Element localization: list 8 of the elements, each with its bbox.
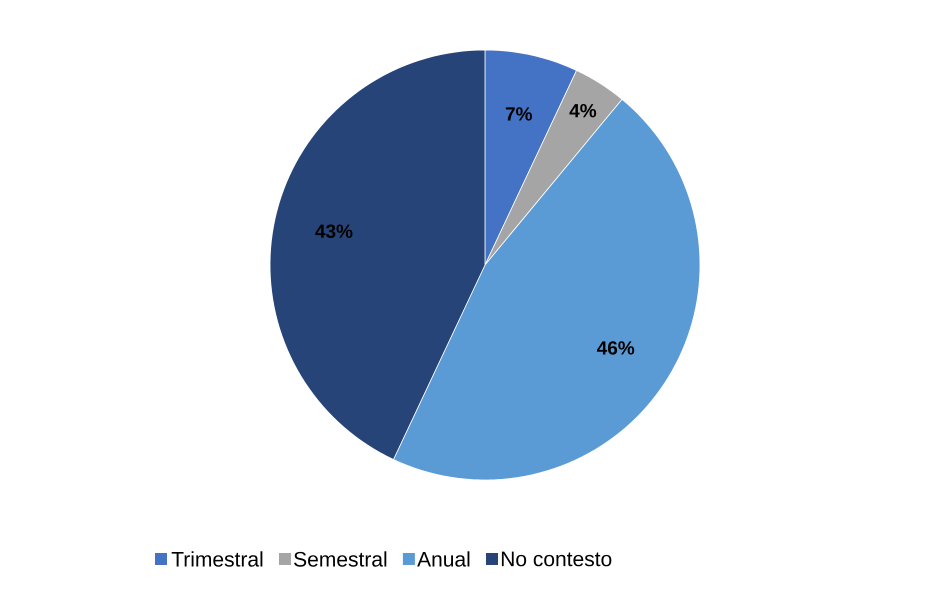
legend-label: Semestral xyxy=(294,551,386,567)
data-label: 46% xyxy=(596,341,634,355)
legend-label: Trimestral xyxy=(172,551,262,567)
legend-label: No contesto xyxy=(502,552,612,566)
legend-label: Anual xyxy=(417,551,470,567)
data-label: 43% xyxy=(315,224,352,238)
data-label: 4% xyxy=(569,104,596,118)
data-label: 7% xyxy=(506,107,532,121)
